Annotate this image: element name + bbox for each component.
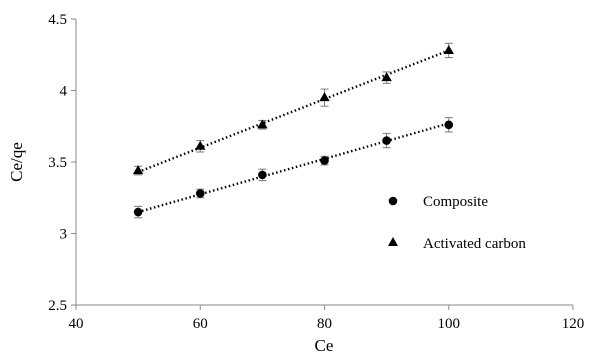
activated-carbon-point bbox=[381, 72, 392, 82]
activated-carbon-point bbox=[443, 44, 454, 54]
x-ticks: 40 60 80 100 120 bbox=[69, 305, 585, 332]
legend: Composite Activated carbon bbox=[388, 194, 526, 252]
composite-point bbox=[195, 189, 205, 198]
trendlines bbox=[137, 49, 450, 214]
y-tick-label: 3.5 bbox=[48, 155, 67, 171]
x-tick-label: 40 bbox=[69, 316, 84, 332]
composite-trendline bbox=[137, 122, 450, 214]
x-tick-label: 60 bbox=[193, 316, 208, 332]
y-tick-label: 4 bbox=[60, 84, 68, 100]
activated-carbon-point bbox=[319, 92, 330, 102]
activated-carbon-point bbox=[257, 119, 268, 129]
y-tick-label: 3 bbox=[60, 227, 68, 243]
composite-point bbox=[133, 207, 143, 217]
error-bars bbox=[134, 42, 453, 219]
composite-point bbox=[258, 170, 267, 180]
activated-carbon-trendline bbox=[137, 49, 450, 174]
legend-activated-carbon-label: Activated carbon bbox=[423, 236, 526, 252]
plot-area: 40 60 80 100 120 2.5 3 3.5 4 4.5 bbox=[48, 12, 584, 332]
y-tick-label: 4.5 bbox=[48, 12, 67, 28]
legend-composite-marker bbox=[388, 196, 398, 206]
composite-point bbox=[444, 120, 454, 130]
activated-carbon-point bbox=[195, 140, 206, 150]
x-tick-label: 80 bbox=[317, 316, 332, 332]
y-tick-label: 2.5 bbox=[48, 298, 67, 314]
legend-composite-label: Composite bbox=[423, 194, 488, 210]
composite-point bbox=[320, 156, 329, 165]
activated-carbon-point bbox=[132, 165, 144, 175]
data-markers bbox=[132, 44, 454, 217]
x-tick-label: 120 bbox=[562, 316, 585, 332]
composite-point bbox=[382, 136, 391, 145]
y-ticks: 2.5 3 3.5 4 4.5 bbox=[48, 12, 76, 314]
x-axis-title: Ce bbox=[315, 336, 334, 354]
x-tick-label: 100 bbox=[438, 316, 461, 332]
legend-activated-carbon-marker bbox=[388, 237, 398, 246]
y-axis-title: Ce/qe bbox=[7, 142, 26, 182]
